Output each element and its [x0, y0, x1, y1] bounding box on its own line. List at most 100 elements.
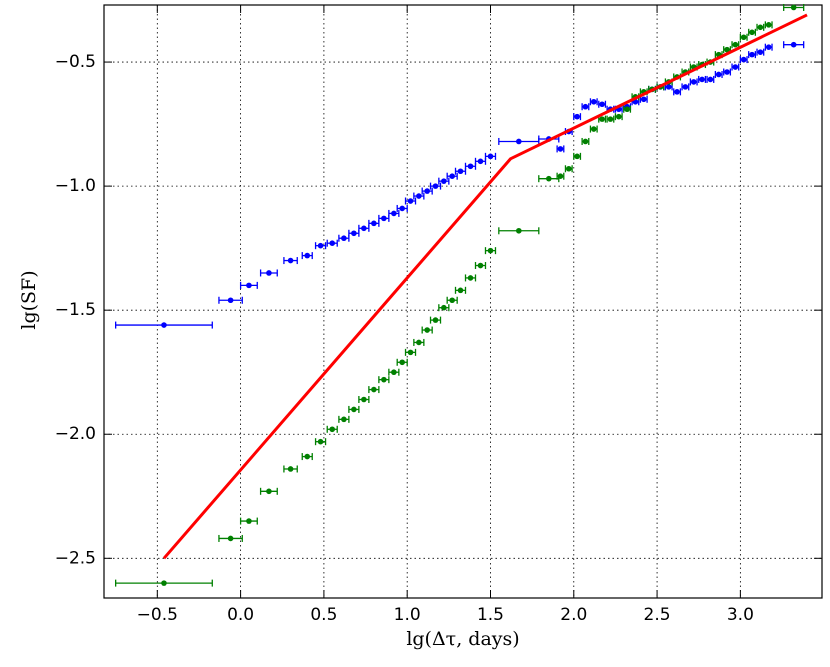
data-point: [391, 210, 397, 217]
data-point: [467, 275, 474, 281]
data-point: [757, 24, 764, 31]
data-point: [317, 438, 324, 445]
data-point: [457, 287, 464, 294]
x-tick-label: 2.0: [560, 605, 587, 625]
data-point: [565, 165, 572, 172]
data-point: [424, 188, 430, 194]
data-point: [351, 230, 357, 237]
x-tick-label: 3.0: [727, 605, 754, 625]
data-point: [351, 406, 357, 413]
x-tick-label: −0.5: [137, 605, 178, 625]
data-point: [749, 51, 755, 58]
data-point: [407, 349, 414, 356]
data-point: [416, 193, 422, 199]
data-point: [371, 386, 377, 393]
y-tick-label: −2.5: [55, 548, 96, 568]
data-point: [449, 297, 455, 304]
data-point: [341, 416, 347, 423]
data-point: [371, 220, 377, 227]
data-point: [574, 153, 580, 160]
x-tick-label: 1.0: [394, 605, 421, 625]
data-point: [615, 113, 622, 120]
data-point: [341, 235, 347, 242]
data-point: [399, 205, 405, 212]
data-point: [557, 146, 564, 152]
data-point: [765, 44, 772, 50]
data-point: [590, 126, 597, 132]
data-point: [424, 327, 430, 333]
data-point: [399, 359, 405, 366]
data-point: [724, 46, 730, 53]
data-point: [765, 22, 772, 28]
y-axis-title: lg(SF): [18, 270, 40, 329]
data-point: [467, 163, 474, 170]
data-point: [545, 175, 552, 182]
data-point: [304, 252, 311, 259]
data-point: [574, 113, 580, 120]
x-tick-label: 1.5: [477, 605, 504, 625]
data-point: [740, 34, 747, 41]
data-point: [732, 41, 739, 48]
data-point: [516, 138, 522, 145]
y-tick-label: −1.5: [55, 300, 96, 320]
data-point: [449, 173, 455, 180]
data-point: [287, 466, 294, 472]
data-point: [699, 76, 705, 83]
data-point: [381, 215, 387, 222]
data-point: [304, 453, 311, 460]
data-point: [329, 426, 336, 433]
data-point: [557, 173, 564, 180]
data-point: [790, 41, 797, 48]
x-tick-label: 2.5: [644, 605, 671, 625]
data-point: [287, 257, 294, 264]
data-point: [740, 56, 747, 63]
data-point: [674, 89, 680, 95]
data-point: [607, 116, 614, 122]
data-point: [266, 270, 272, 276]
y-tick-label: −2.0: [55, 424, 96, 444]
data-point: [790, 4, 797, 11]
data-point: [516, 227, 522, 234]
data-point: [640, 96, 647, 103]
data-point: [441, 178, 447, 184]
data-point: [407, 198, 414, 204]
data-point: [266, 488, 272, 495]
data-point: [432, 183, 439, 189]
y-tick-label: −0.5: [55, 52, 96, 72]
data-point: [432, 317, 439, 323]
data-point: [665, 84, 672, 90]
data-point: [246, 518, 252, 524]
data-point: [682, 84, 689, 90]
data-point: [487, 247, 494, 254]
data-point: [757, 49, 764, 55]
data-point: [227, 535, 234, 542]
data-point: [477, 262, 484, 269]
data-point: [582, 103, 589, 110]
data-point: [732, 64, 739, 70]
data-point: [317, 242, 324, 249]
data-point: [227, 297, 234, 304]
fit-line: [162, 13, 808, 560]
data-point: [749, 29, 755, 36]
x-tick-label: 0.0: [227, 605, 254, 625]
data-point: [477, 158, 484, 165]
data-point: [441, 304, 447, 311]
data-point: [707, 76, 714, 83]
data-point: [416, 339, 422, 346]
data-point: [582, 138, 589, 145]
data-point: [161, 322, 167, 328]
data-point: [599, 101, 605, 108]
y-tick-label: −1.0: [55, 176, 96, 196]
data-point: [690, 79, 697, 85]
data-point: [724, 69, 730, 75]
data-point: [361, 396, 367, 403]
data-point: [457, 168, 464, 175]
data-point: [329, 240, 336, 246]
x-tick-label: 0.5: [310, 605, 337, 625]
data-point: [487, 153, 494, 160]
data-point: [590, 98, 597, 105]
data-point: [361, 225, 367, 232]
data-point: [715, 71, 722, 78]
